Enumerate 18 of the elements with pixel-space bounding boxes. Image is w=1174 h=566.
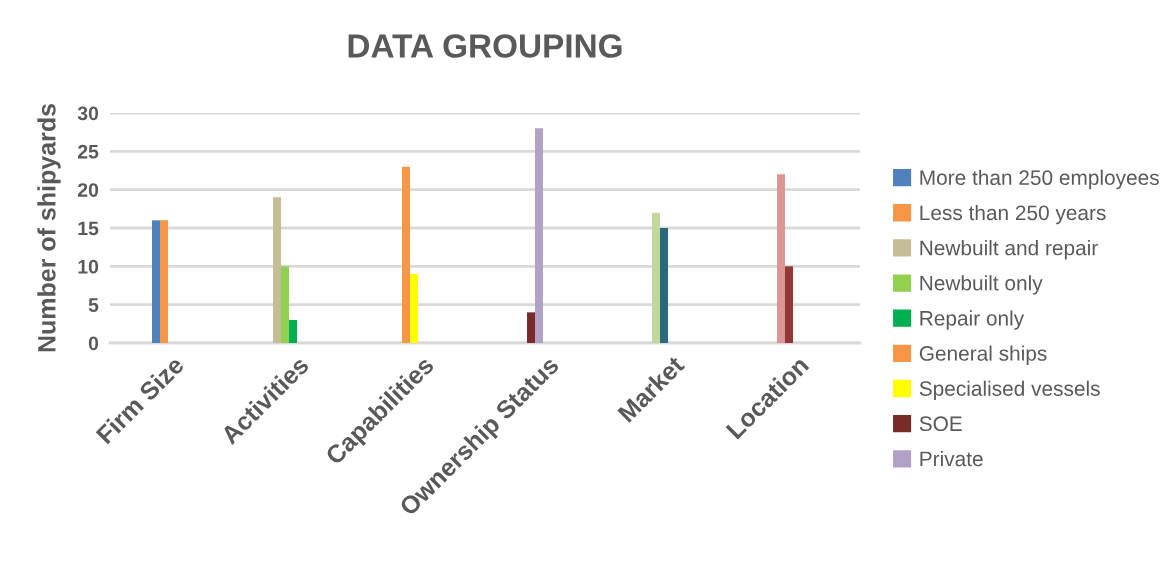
y-tick-label: 15 bbox=[78, 221, 99, 236]
legend-label: More than 250 employees bbox=[920, 169, 1159, 190]
y-tick-label: 25 bbox=[77, 144, 99, 159]
y-axis-title: Number of shipyards bbox=[37, 103, 61, 352]
legend-label: Newbuilt and repair bbox=[920, 240, 1098, 260]
legend-label: Private bbox=[920, 450, 983, 467]
y-tick-label: 10 bbox=[78, 259, 99, 274]
y-tick-label: 5 bbox=[88, 298, 99, 312]
chart-title: DATA GROUPING bbox=[348, 34, 622, 58]
legend-label: Repair only bbox=[920, 310, 1025, 330]
y-tick-label: 0 bbox=[88, 336, 99, 351]
y-tick-label: 30 bbox=[77, 106, 99, 121]
legend-label: Specialised vessels bbox=[919, 380, 1100, 401]
y-tick-label: 20 bbox=[77, 183, 99, 197]
legend-label: SOE bbox=[919, 416, 962, 432]
legend-label: General ships bbox=[919, 345, 1047, 365]
legend-label: Less than 250 years bbox=[920, 204, 1106, 225]
legend-label: Newbuilt only bbox=[920, 275, 1043, 295]
